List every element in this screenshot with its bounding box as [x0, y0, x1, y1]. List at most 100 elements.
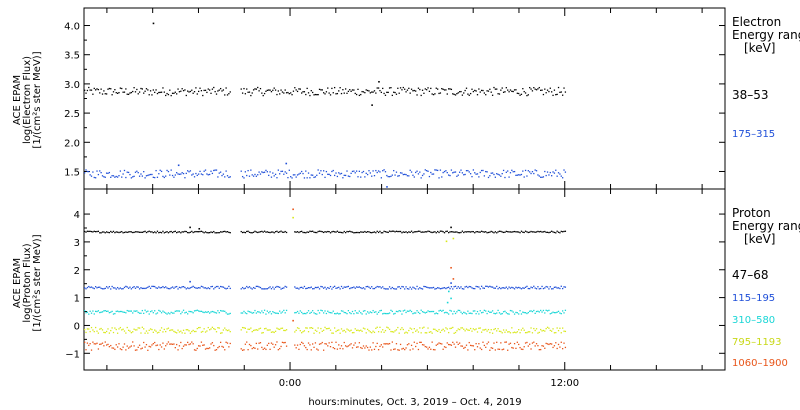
proton-data-point: [140, 312, 142, 314]
proton-data-point: [515, 311, 517, 314]
proton-data-point: [460, 345, 462, 347]
proton-data-point: [560, 312, 562, 315]
proton-data-point: [453, 343, 455, 345]
proton-data-point: [252, 231, 255, 233]
proton-data-point: [144, 309, 146, 311]
proton-data-point: [410, 230, 413, 232]
proton-data-point: [535, 288, 538, 290]
electron-data-point: [413, 89, 415, 92]
proton-data-point: [327, 230, 329, 233]
proton-data-point: [169, 329, 171, 332]
proton-data-point: [471, 287, 473, 289]
proton-data-point: [364, 328, 366, 330]
proton-data-point: [177, 310, 179, 312]
proton-data-point: [340, 345, 343, 347]
electron-data-point: [386, 174, 388, 177]
proton-data-point: [192, 343, 194, 345]
proton-data-point: [324, 326, 326, 329]
proton-data-point: [524, 230, 527, 232]
proton-data-point: [478, 231, 480, 233]
electron-data-point: [349, 89, 351, 91]
proton-data-point: [127, 310, 130, 312]
proton-data-point: [325, 231, 328, 233]
proton-data-point: [138, 344, 141, 346]
proton-data-point: [263, 309, 266, 311]
proton-data-point: [556, 311, 558, 313]
proton-data-point: [155, 330, 157, 332]
electron-data-point: [181, 172, 183, 174]
legend-entry-proton-1060-1900: 1060–1900: [732, 358, 788, 369]
proton-data-point: [307, 342, 310, 344]
electron-data-point: [394, 91, 396, 94]
electron-data-point: [526, 94, 528, 97]
proton-data-point: [99, 328, 101, 330]
proton-data-point: [457, 343, 459, 346]
electron-data-point: [343, 174, 345, 177]
electron-data-point: [151, 94, 153, 96]
proton-data-point: [491, 332, 494, 334]
electron-data-point: [265, 169, 267, 172]
proton-data-point: [476, 346, 479, 348]
electron-data-point: [369, 172, 372, 174]
proton-data-point: [489, 231, 491, 233]
electron-data-point: [140, 87, 142, 90]
proton-data-point: [489, 311, 491, 313]
proton-data-point: [84, 328, 86, 331]
proton-data-point: [204, 311, 207, 313]
proton-data-point: [375, 311, 377, 313]
proton-data-point: [520, 230, 523, 232]
proton-data-point: [129, 346, 131, 348]
proton-data-point: [430, 331, 432, 333]
electron-data-point: [529, 86, 531, 89]
proton-data-point: [453, 231, 455, 233]
proton-data-point: [178, 231, 181, 233]
proton-data-point: [285, 309, 288, 312]
proton-data-point: [215, 232, 218, 234]
electron-data-point: [375, 92, 377, 94]
electron-data-point: [272, 89, 274, 91]
proton-data-point: [213, 327, 215, 330]
electron-data-point: [520, 93, 523, 95]
proton-data-point: [258, 286, 260, 288]
proton-data-point: [487, 286, 490, 288]
proton-data-point: [423, 285, 425, 288]
proton-data-point: [318, 332, 321, 334]
proton-data-point: [487, 328, 490, 331]
electron-outlier-point: [378, 80, 380, 83]
proton-data-point: [464, 231, 466, 233]
electron-data-point: [119, 87, 122, 89]
proton-data-point: [321, 330, 323, 332]
proton-data-point: [165, 345, 167, 347]
proton-data-point: [193, 349, 196, 351]
proton-data-point: [486, 232, 488, 234]
electron-data-point: [487, 90, 490, 92]
electron-data-point: [203, 89, 205, 92]
proton-data-point: [210, 231, 212, 233]
proton-data-point: [123, 343, 126, 345]
proton-data-point: [166, 343, 168, 345]
proton-legend-title-2: Energy ranges: [732, 219, 800, 233]
proton-data-point: [327, 286, 329, 289]
proton-data-point: [405, 311, 407, 314]
proton-data-point: [203, 287, 205, 289]
proton-data-point: [515, 231, 517, 233]
proton-data-point: [560, 230, 562, 233]
proton-data-point: [202, 344, 204, 346]
proton-data-point: [540, 328, 542, 331]
proton-data-point: [553, 286, 556, 289]
proton-data-point: [441, 310, 443, 312]
electron-data-point: [453, 171, 455, 173]
proton-data-point: [280, 312, 282, 314]
proton-data-point: [386, 312, 388, 315]
proton-data-point: [467, 329, 469, 331]
proton-data-point: [296, 344, 299, 346]
proton-data-point: [169, 288, 171, 290]
electron-data-point: [200, 173, 203, 175]
proton-data-point: [401, 285, 403, 288]
proton-data-point: [176, 310, 178, 312]
proton-data-point: [312, 327, 314, 329]
proton-data-point: [552, 231, 554, 233]
proton-data-point: [96, 342, 98, 344]
proton-data-point: [453, 286, 455, 288]
electron-data-point: [193, 91, 196, 93]
